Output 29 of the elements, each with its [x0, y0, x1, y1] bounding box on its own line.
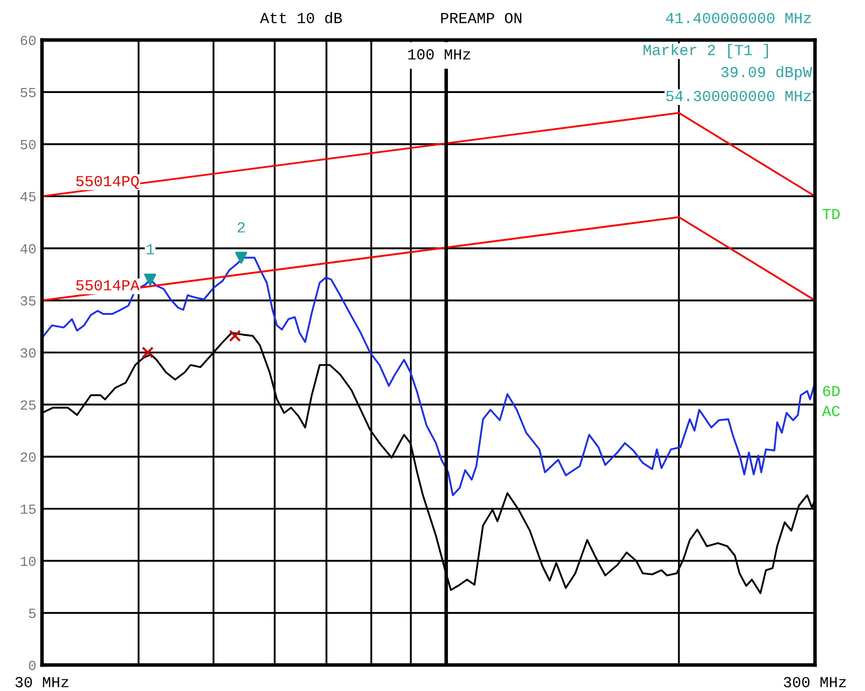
y-tick-label: 50	[20, 140, 36, 150]
y-tick-label: 20	[20, 452, 36, 462]
ref-line-label: 100 MHz	[408, 49, 470, 60]
series-label: 55014PA	[76, 280, 140, 290]
y-tick-label: 60	[20, 36, 36, 46]
text: AC	[822, 406, 840, 416]
y-tick-label: 25	[20, 400, 36, 410]
y-tick-label: 5	[28, 608, 36, 618]
y-tick-label: 40	[20, 244, 36, 254]
y-tick-label: 0	[28, 660, 36, 670]
series-label: 55014PQ	[76, 176, 139, 190]
text: 41.400000000 MHz	[666, 12, 811, 24]
annotation: Marker 2 [T1 ]	[644, 44, 768, 58]
y-tick-label: 55	[20, 88, 36, 98]
x-tick-label: 30 MHz	[15, 676, 68, 688]
annotation: 54.300000000 MHz	[666, 90, 811, 102]
text: 6D	[823, 386, 840, 396]
y-tick-label: 45	[20, 192, 36, 202]
x-tick-label: 300 MHz	[784, 676, 846, 688]
y-tick-label: 15	[20, 504, 36, 514]
annotation: 39.09 dBpW	[721, 66, 812, 80]
y-tick-label: 30	[20, 348, 36, 358]
text: TD	[822, 209, 840, 220]
text: PREAMP ON	[441, 12, 522, 24]
annotation: 1	[146, 244, 154, 254]
y-tick-label: 10	[20, 556, 36, 566]
annotation: 2	[238, 222, 245, 232]
text: Att 10 dB	[260, 12, 342, 24]
y-tick-label: 35	[20, 296, 36, 306]
